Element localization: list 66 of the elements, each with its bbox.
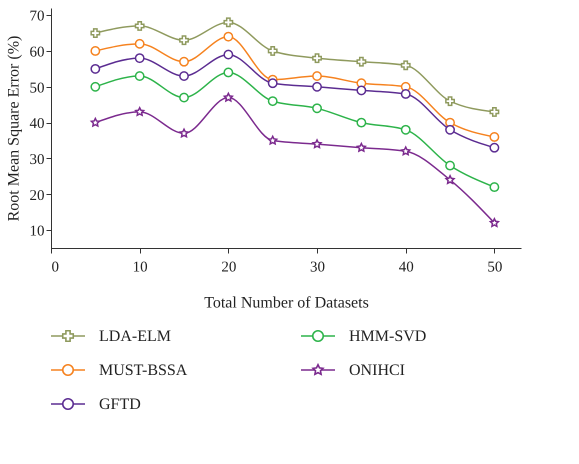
point bbox=[179, 35, 189, 46]
y-tick-label: 60 bbox=[30, 44, 44, 60]
point bbox=[90, 46, 100, 56]
x-tick-label: 50 bbox=[487, 260, 502, 276]
legend-label: ONIHCI bbox=[349, 362, 405, 379]
point bbox=[134, 20, 145, 31]
point bbox=[356, 118, 366, 128]
point bbox=[489, 182, 500, 192]
point bbox=[223, 32, 234, 42]
point bbox=[223, 50, 234, 60]
point bbox=[312, 71, 322, 81]
point bbox=[445, 124, 455, 135]
point bbox=[445, 175, 455, 184]
x-axis-title: Total Number of Datasets bbox=[204, 294, 369, 312]
point bbox=[445, 160, 455, 171]
y-axis-title: Root Mean Square Error (%) bbox=[6, 36, 22, 222]
point bbox=[268, 136, 278, 145]
y-tick-label: 70 bbox=[30, 8, 44, 25]
point bbox=[445, 96, 455, 106]
point bbox=[268, 78, 278, 88]
legend-label: LDA-ELM bbox=[99, 328, 171, 345]
point bbox=[179, 92, 189, 102]
point bbox=[90, 118, 100, 127]
point bbox=[90, 82, 100, 92]
legend-label: GFTD bbox=[99, 396, 141, 413]
point bbox=[356, 142, 366, 152]
point bbox=[223, 68, 234, 78]
point bbox=[134, 38, 145, 49]
x-tick-label: 10 bbox=[132, 260, 148, 276]
point bbox=[356, 56, 366, 67]
point bbox=[268, 96, 278, 106]
point bbox=[489, 106, 500, 117]
point bbox=[223, 17, 234, 28]
point bbox=[400, 60, 411, 70]
point bbox=[268, 46, 278, 56]
point bbox=[312, 139, 322, 148]
point bbox=[179, 56, 189, 67]
point bbox=[490, 218, 500, 228]
point bbox=[179, 71, 189, 81]
y-tick-label: 10 bbox=[30, 224, 44, 240]
point bbox=[90, 28, 100, 38]
y-tick-label: 30 bbox=[30, 152, 44, 168]
point bbox=[312, 82, 322, 92]
point bbox=[134, 53, 145, 64]
point bbox=[134, 71, 145, 81]
legend-label: HMM-SVD bbox=[349, 328, 426, 345]
point bbox=[224, 92, 234, 102]
x-tick-label: 40 bbox=[398, 260, 414, 276]
x-tick-label: 0 bbox=[52, 260, 59, 276]
legend-label: MUST-BSSA bbox=[99, 362, 188, 379]
point bbox=[312, 53, 322, 64]
point bbox=[400, 146, 410, 156]
point bbox=[489, 142, 500, 153]
y-tick-label: 20 bbox=[30, 188, 44, 204]
point bbox=[179, 128, 189, 138]
point bbox=[134, 106, 144, 116]
point bbox=[489, 132, 500, 142]
y-tick-label: 40 bbox=[30, 116, 44, 132]
x-tick-label: 30 bbox=[310, 260, 326, 276]
point bbox=[356, 85, 366, 96]
point bbox=[400, 124, 411, 135]
x-tick-label: 20 bbox=[221, 260, 236, 276]
y-tick-label: 50 bbox=[30, 80, 44, 96]
point bbox=[312, 103, 322, 114]
point bbox=[90, 64, 100, 74]
point bbox=[400, 89, 411, 99]
